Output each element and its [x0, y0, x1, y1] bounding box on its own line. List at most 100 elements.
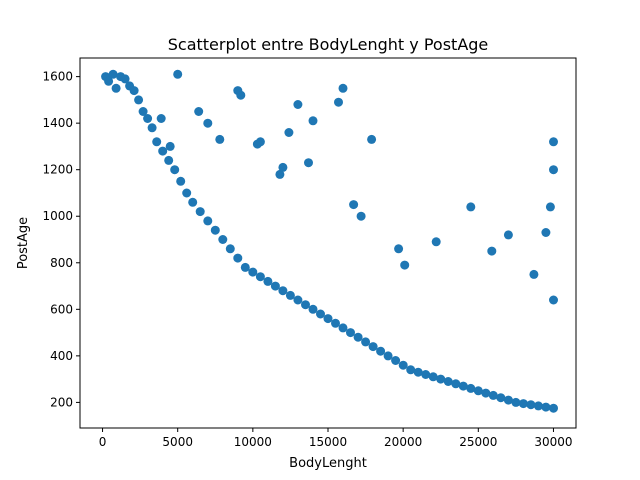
scatter-points — [101, 69, 558, 413]
data-point — [406, 365, 416, 375]
data-point — [541, 228, 551, 237]
data-point — [353, 332, 363, 342]
data-point — [316, 309, 325, 319]
data-point — [451, 379, 461, 389]
chart-title: Scatterplot entre BodyLenght y PostAge — [168, 35, 489, 54]
data-point — [400, 260, 410, 270]
x-tick-label: 5000 — [162, 435, 193, 449]
data-point — [394, 244, 404, 254]
data-point — [488, 390, 498, 400]
plot-frame — [79, 57, 577, 429]
data-point — [203, 118, 213, 128]
data-point — [170, 165, 180, 175]
data-point — [210, 225, 220, 235]
data-point — [240, 262, 250, 272]
data-point — [356, 211, 366, 221]
data-point — [152, 137, 162, 147]
y-axis-label: PostAge — [16, 217, 31, 269]
data-point — [108, 69, 118, 79]
data-point — [367, 134, 377, 144]
data-point — [194, 107, 204, 116]
data-point — [203, 216, 213, 226]
data-point — [338, 83, 348, 93]
data-point — [293, 295, 303, 305]
data-point — [518, 399, 528, 409]
data-point — [308, 304, 318, 314]
data-point — [285, 290, 295, 300]
data-point — [164, 155, 174, 165]
data-point — [481, 388, 491, 398]
data-point — [443, 377, 453, 386]
data-point — [334, 97, 343, 107]
data-point — [278, 162, 288, 172]
data-point — [111, 83, 121, 93]
x-axis-ticks: 0 5000 10000 15000 20000 25000 30000 — [99, 428, 573, 449]
data-point — [270, 281, 280, 291]
y-tick-label: 1200 — [42, 163, 73, 177]
data-point — [104, 76, 114, 86]
data-point — [236, 90, 246, 100]
data-point — [511, 397, 521, 407]
data-point — [263, 276, 273, 286]
data-point — [278, 286, 288, 296]
data-point — [182, 188, 192, 198]
data-point — [304, 158, 313, 168]
data-point — [533, 401, 543, 411]
data-point — [346, 328, 355, 338]
data-point — [391, 356, 401, 365]
data-point — [225, 244, 235, 254]
data-point — [383, 351, 393, 361]
data-point — [147, 123, 157, 133]
data-point — [255, 137, 265, 147]
data-point — [176, 176, 186, 186]
data-point — [496, 393, 506, 403]
data-point — [308, 116, 318, 126]
data-point — [503, 395, 513, 405]
data-point — [376, 346, 386, 356]
data-point — [215, 134, 225, 144]
y-tick-label: 1000 — [42, 209, 73, 223]
data-point — [549, 165, 558, 175]
data-point — [158, 146, 168, 156]
data-point — [413, 367, 423, 377]
data-point — [218, 235, 228, 244]
x-axis-label: BodyLenght — [289, 456, 367, 471]
data-point — [549, 403, 558, 413]
data-point — [255, 272, 265, 282]
data-point — [473, 386, 483, 396]
y-tick-label: 400 — [50, 349, 73, 363]
data-point — [431, 237, 441, 247]
data-point — [293, 100, 303, 109]
data-point — [545, 202, 555, 212]
data-point — [458, 381, 468, 391]
data-point — [156, 114, 166, 123]
data-point — [421, 370, 431, 379]
data-point — [143, 114, 153, 123]
data-point — [323, 314, 333, 324]
y-tick-label: 800 — [50, 256, 73, 270]
x-tick-label: 0 — [99, 435, 107, 449]
data-point — [487, 246, 497, 256]
y-tick-label: 600 — [50, 302, 73, 316]
data-point — [233, 253, 243, 263]
data-point — [129, 86, 139, 96]
data-point — [284, 128, 294, 137]
data-point — [361, 337, 371, 347]
data-point — [436, 374, 446, 384]
data-point — [173, 69, 183, 79]
y-tick-label: 200 — [50, 395, 73, 409]
plot-background — [80, 58, 576, 428]
x-tick-label: 30000 — [534, 435, 572, 449]
data-point — [301, 300, 310, 310]
data-point — [138, 107, 148, 116]
y-tick-label: 1400 — [42, 116, 73, 130]
x-tick-label: 10000 — [234, 435, 272, 449]
data-point — [541, 402, 551, 412]
data-point — [188, 197, 198, 207]
y-tick-label: 1600 — [42, 70, 73, 84]
x-tick-label: 20000 — [384, 435, 422, 449]
y-axis-ticks: 200 400 600 800 1000 1200 1400 1600 — [42, 70, 80, 409]
data-point — [120, 74, 130, 84]
data-point — [349, 200, 359, 210]
